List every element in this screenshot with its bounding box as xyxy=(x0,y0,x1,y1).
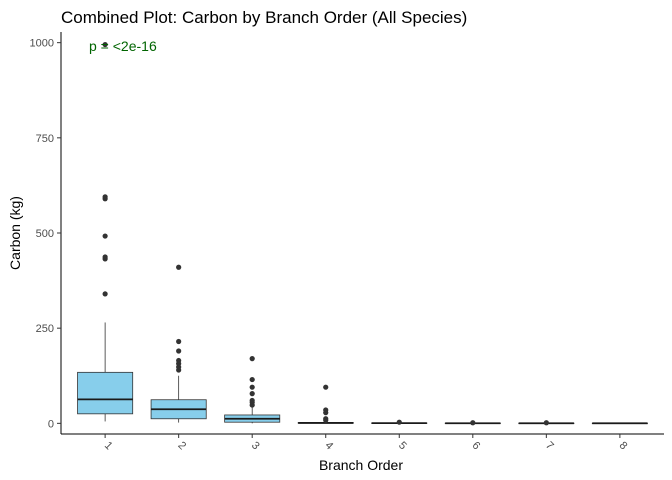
x-tick-label: 2 xyxy=(175,439,188,452)
outlier-point xyxy=(102,254,108,260)
box-group-1 xyxy=(77,41,134,422)
chart-title: Combined Plot: Carbon by Branch Order (A… xyxy=(61,8,467,27)
box-group-5 xyxy=(371,419,428,425)
outlier-point xyxy=(176,348,182,354)
box-group-6 xyxy=(444,420,501,426)
outlier-point xyxy=(249,376,255,383)
y-tick-label: 750 xyxy=(36,133,54,145)
box-group-7 xyxy=(518,420,575,426)
x-tick-label: 8 xyxy=(617,439,630,452)
outlier-point xyxy=(249,356,255,362)
x-tick-label: 4 xyxy=(322,439,335,452)
y-axis-title: Carbon (kg) xyxy=(7,196,23,270)
outlier-point xyxy=(323,416,329,422)
outlier-point xyxy=(102,41,108,48)
outlier-point xyxy=(323,407,329,413)
outlier-point xyxy=(396,419,402,425)
y-tick-label: 1000 xyxy=(30,38,54,50)
box-group-2 xyxy=(150,264,207,423)
x-tick-label: 5 xyxy=(396,439,409,452)
box xyxy=(77,371,134,415)
y-tick-label: 250 xyxy=(36,323,54,335)
x-tick-label: 3 xyxy=(249,439,262,452)
outlier-point xyxy=(102,194,108,200)
outlier-point xyxy=(249,397,255,404)
x-axis-title: Branch Order xyxy=(319,457,403,473)
outlier-point xyxy=(249,391,255,397)
x-tick-label: 7 xyxy=(543,439,556,452)
x-axis-ticks: 1 2 3 4 5 6 7 8 xyxy=(102,434,630,452)
y-tick-label: 0 xyxy=(48,418,54,430)
annotation-p-value: p = <2e-16 xyxy=(89,38,157,54)
outlier-point xyxy=(102,291,108,297)
outlier-point xyxy=(176,264,182,270)
box-group-8 xyxy=(591,422,648,425)
outlier-point xyxy=(249,384,255,390)
y-tick-label: 500 xyxy=(36,228,54,240)
box-group-4 xyxy=(297,384,354,424)
box-group-3 xyxy=(224,356,281,424)
outlier-point xyxy=(102,233,108,239)
outlier-point xyxy=(176,338,182,345)
outlier-point xyxy=(470,420,476,426)
y-axis-ticks: 0 250 500 750 1000 xyxy=(30,38,61,430)
outlier-point xyxy=(323,384,329,390)
x-tick-label: 6 xyxy=(470,439,483,452)
outlier-point xyxy=(176,357,182,364)
x-tick-label: 1 xyxy=(102,439,115,452)
plot-area xyxy=(77,41,648,426)
outlier-point xyxy=(543,420,549,426)
